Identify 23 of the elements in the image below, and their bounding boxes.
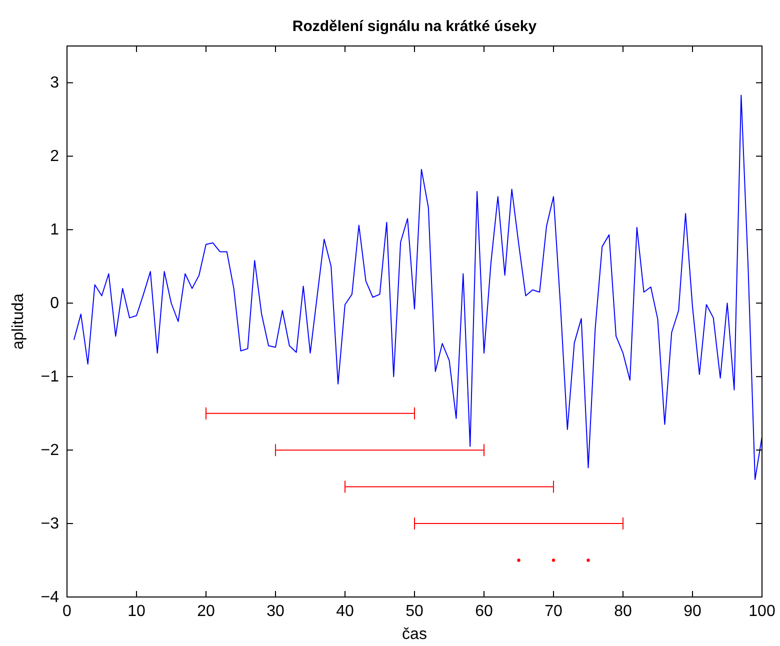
x-tick-label: 90: [684, 603, 702, 620]
x-tick-label: 30: [266, 603, 284, 620]
x-tick-label: 70: [544, 603, 562, 620]
x-tick-label: 0: [62, 603, 72, 620]
y-tick-label: −2: [40, 442, 60, 460]
x-tick-label: 40: [336, 603, 354, 620]
y-axis-title: aplituda: [10, 293, 27, 350]
x-axis-title: čas: [402, 626, 427, 643]
x-tick-label: 50: [406, 603, 424, 620]
x-tick-label: 20: [197, 603, 215, 620]
x-tick-label: 10: [128, 603, 146, 620]
y-tick-label: 3: [50, 74, 60, 92]
chart-title: Rozdělení signálu na krátké úseky: [292, 18, 538, 35]
y-tick-label: −1: [40, 368, 60, 386]
y-tick-label: 0: [50, 295, 60, 312]
x-tick-label: 100: [748, 603, 776, 620]
y-tick-label: −4: [40, 589, 60, 606]
y-tick-label: 2: [50, 148, 60, 166]
y-tick-label: 1: [50, 222, 60, 239]
line-series: [73, 94, 762, 480]
x-tick-label: 80: [614, 603, 632, 620]
y-tick-label: −3: [40, 516, 60, 533]
x-tick-label: 60: [475, 603, 493, 620]
